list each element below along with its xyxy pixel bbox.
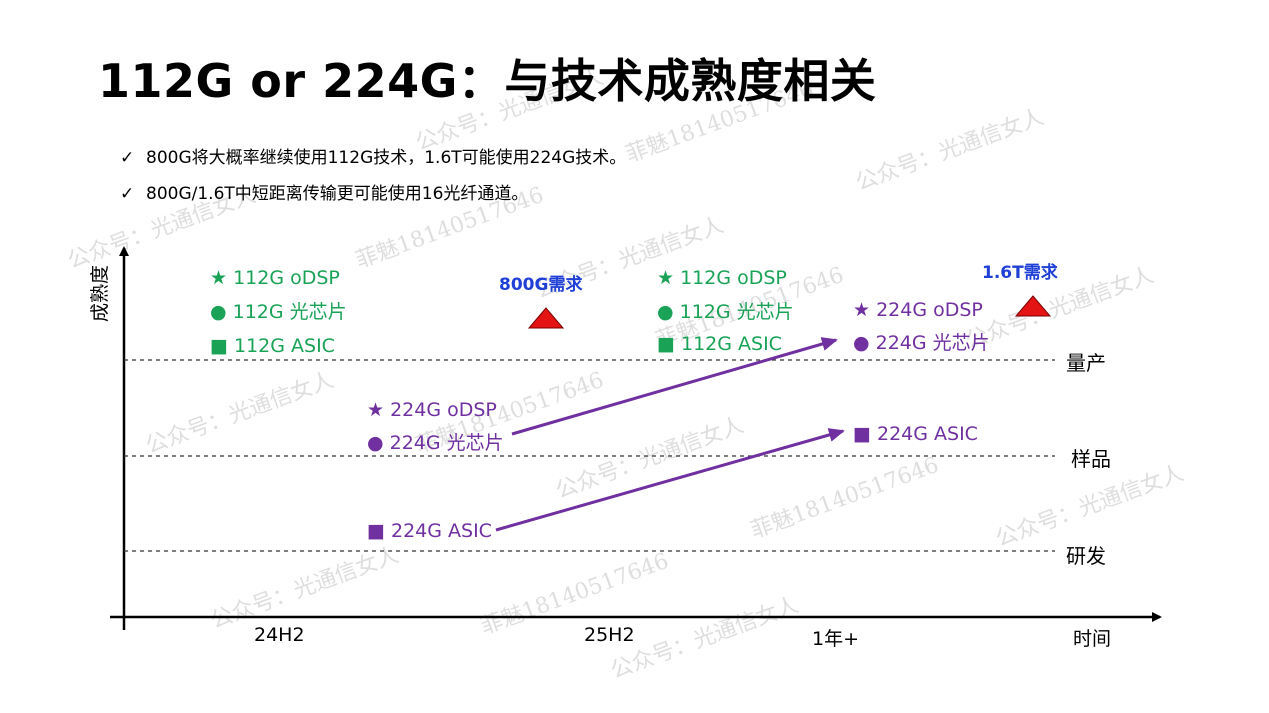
level-label-rnd: 研发	[1066, 544, 1106, 568]
224g-chip-24h2: ● 224G 光芯片	[367, 432, 504, 454]
224g-chip-1y: ● 224G 光芯片	[853, 332, 990, 354]
y-axis-label: 成熟度	[89, 264, 112, 323]
x-tick-label: 25H2	[584, 624, 635, 646]
bullet-item: ✓ 800G将大概率继续使用112G技术，1.6T可能使用224G技术。	[120, 146, 626, 170]
bullet-text: 800G/1.6T中短距离传输更可能使用16光纤通道。	[146, 184, 529, 204]
check-icon: ✓	[120, 148, 135, 168]
level-label-sample: 样品	[1071, 447, 1111, 471]
demand-800g-triangle-icon	[527, 307, 565, 329]
demand-800g-label: 800G需求	[499, 275, 583, 295]
bullet-item: ✓ 800G/1.6T中短距离传输更可能使用16光纤通道。	[120, 182, 528, 206]
asic-progress-arrow	[495, 428, 845, 532]
check-icon: ✓	[120, 184, 135, 204]
demand-1-6t-label: 1.6T需求	[982, 263, 1058, 283]
x-tick-label: 1年+	[812, 628, 860, 650]
chip-progress-arrow	[511, 337, 838, 436]
112g-asic-25h2: ■ 112G ASIC	[657, 333, 782, 355]
112g-chip-24h2: ● 112G 光芯片	[210, 301, 347, 323]
x-tick-label: 24H2	[254, 624, 305, 646]
demand-1-6t-triangle-icon	[1014, 295, 1052, 317]
112g-odsp-25h2: ★ 112G oDSP	[657, 267, 787, 289]
level-label-production: 量产	[1066, 351, 1106, 375]
112g-chip-25h2: ● 112G 光芯片	[657, 301, 794, 323]
224g-asic-24h2: ■ 224G ASIC	[367, 520, 492, 542]
112g-asic-24h2: ■ 112G ASIC	[210, 335, 335, 357]
112g-odsp-24h2: ★ 112G oDSP	[210, 267, 340, 289]
page-title: 112G or 224G：与技术成熟度相关	[98, 54, 877, 108]
224g-odsp-24h2: ★ 224G oDSP	[367, 399, 497, 421]
224g-odsp-1y: ★ 224G oDSP	[853, 299, 983, 321]
bullet-text: 800G将大概率继续使用112G技术，1.6T可能使用224G技术。	[146, 148, 627, 168]
x-axis-label: 时间	[1073, 628, 1112, 650]
224g-asic-1y: ■ 224G ASIC	[853, 423, 978, 445]
